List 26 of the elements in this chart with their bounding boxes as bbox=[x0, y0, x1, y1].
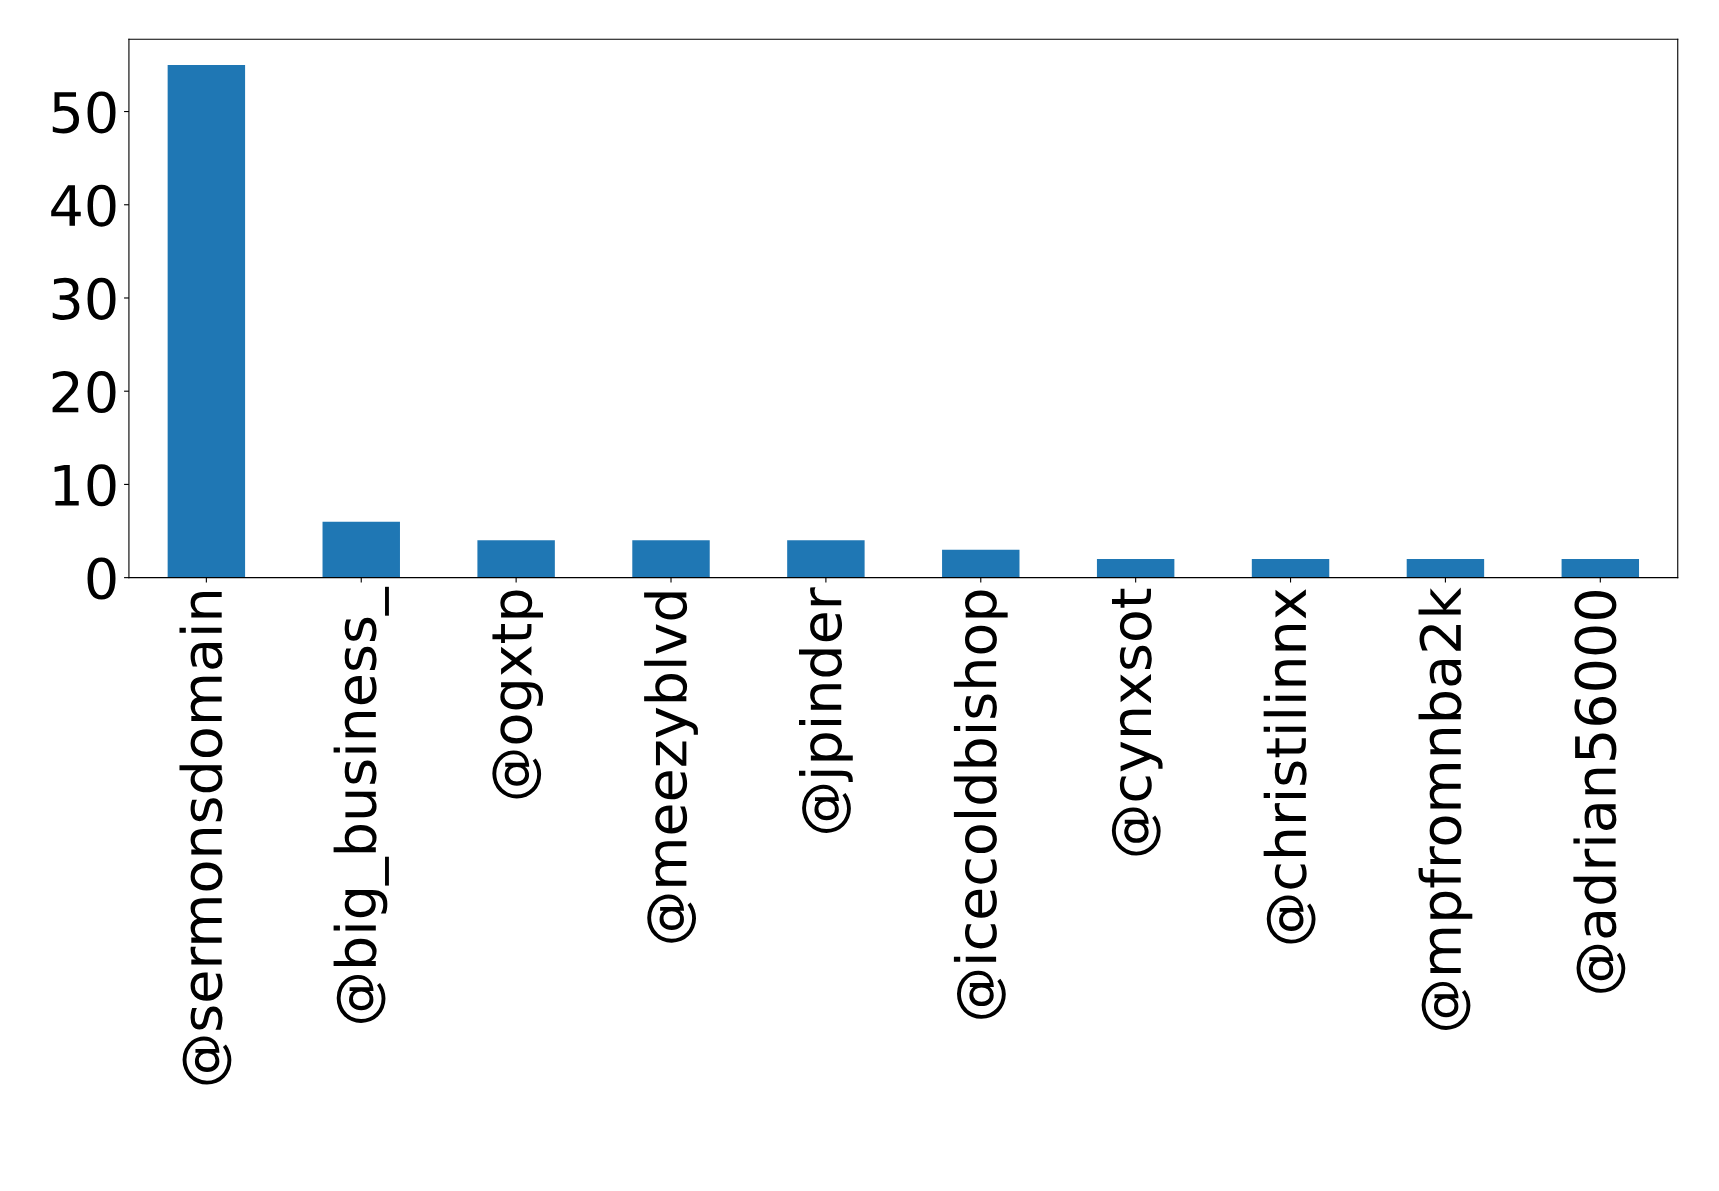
x-tick-label: @meezyblvd bbox=[644, 592, 698, 943]
y-tick-label: 30 bbox=[52, 277, 116, 320]
bar bbox=[1096, 558, 1175, 578]
y-tick-label: 20 bbox=[52, 371, 116, 414]
bar bbox=[477, 540, 555, 578]
bar bbox=[1406, 558, 1485, 578]
y-tick-label: 0 bbox=[87, 557, 116, 600]
y-tick-label: 10 bbox=[54, 464, 116, 507]
x-tick-label: @ogxtp bbox=[492, 590, 544, 799]
bar bbox=[1251, 558, 1330, 578]
y-tick-label: 40 bbox=[51, 184, 116, 227]
x-tick-label: @cynxsot bbox=[1111, 588, 1163, 856]
bar bbox=[942, 549, 1020, 578]
bar bbox=[322, 521, 400, 578]
y-tick-label: 50 bbox=[52, 91, 116, 134]
bar bbox=[787, 540, 865, 578]
bar bbox=[167, 64, 246, 578]
x-tick-label: @christilinnx bbox=[1263, 589, 1316, 944]
x-tick-label: @mpfromnba2k bbox=[1418, 587, 1473, 1030]
x-tick-label: @icecoldbishop bbox=[953, 590, 1008, 1019]
bar bbox=[632, 540, 710, 578]
x-tick-label: @big_business_ bbox=[333, 586, 389, 1023]
x-tick-label: @jpinder bbox=[799, 587, 853, 833]
bar bbox=[1561, 558, 1640, 578]
x-tick-label: @sermonsdomain bbox=[179, 592, 232, 1085]
x-tick-label: @adrian56000 bbox=[1573, 591, 1626, 993]
